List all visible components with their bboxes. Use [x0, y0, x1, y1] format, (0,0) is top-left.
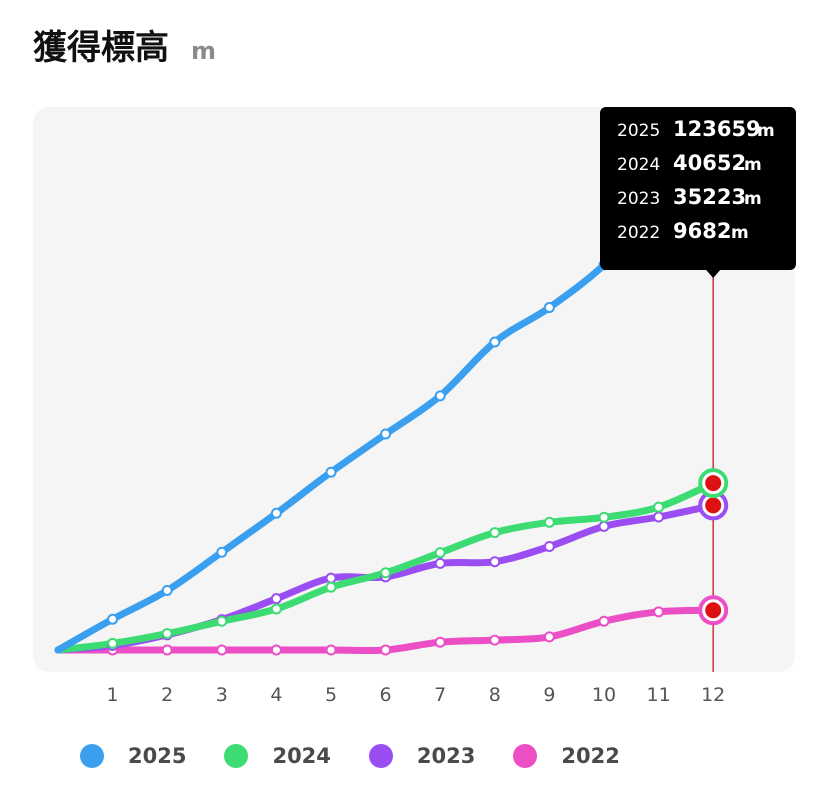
data-point-2024 — [325, 581, 337, 593]
data-point-2023 — [270, 593, 282, 605]
tooltip-value-2023: 35223 — [673, 185, 746, 209]
data-point-2023 — [434, 557, 446, 569]
legend-swatch-1 — [224, 744, 249, 768]
legend-label-3: 2022 — [561, 744, 620, 768]
legend-swatch-0 — [80, 744, 104, 768]
tooltip-value-2022: 9682 — [673, 219, 731, 243]
data-point-2022 — [543, 631, 555, 643]
data-point-2022 — [434, 636, 446, 648]
tooltip-year-2024: 2024 — [617, 155, 660, 175]
data-point-2024 — [598, 511, 610, 523]
tooltip-year-2022: 2022 — [617, 223, 660, 243]
data-point-2024 — [216, 615, 228, 627]
legend-swatch-3 — [513, 744, 538, 768]
tooltip-unit-2024: m — [744, 155, 762, 175]
data-point-2022 — [489, 634, 501, 646]
legend-label-2: 2023 — [416, 744, 476, 768]
legend-item-1[interactable]: 2024 — [224, 744, 331, 768]
tooltip-value-2024: 40652 — [673, 151, 746, 175]
legend-item-3[interactable]: 2022 — [513, 744, 620, 768]
data-point-2025 — [489, 336, 501, 348]
x-tick-label: 5 — [325, 684, 337, 706]
x-tick-label: 9 — [543, 684, 555, 706]
x-tick-label: 11 — [647, 684, 671, 706]
data-point-2025 — [434, 390, 446, 402]
chart-header: 獲得標高 m — [33, 20, 216, 69]
data-point-2025 — [216, 546, 228, 558]
data-point-2025 — [543, 302, 555, 314]
legend-label-0: 2025 — [128, 744, 187, 768]
tooltip-value-2025: 123659 — [673, 117, 761, 141]
data-point-2024 — [653, 501, 665, 513]
tooltip-pointer — [706, 270, 721, 278]
tooltip-unit-2022: m — [731, 223, 749, 243]
legend-label-1: 2024 — [272, 744, 331, 768]
data-point-2023 — [325, 572, 337, 584]
tooltip-year-2025: 2025 — [617, 121, 660, 141]
x-tick-label: 1 — [107, 684, 119, 706]
data-point-2025 — [107, 613, 119, 625]
tooltip-box — [600, 107, 796, 270]
data-point-2024 — [434, 547, 446, 559]
x-tick-label: 3 — [216, 684, 228, 706]
data-point-2025 — [325, 466, 337, 478]
x-tick-label: 8 — [489, 684, 501, 706]
tooltip-unit-2025: m — [757, 121, 775, 141]
data-point-2023 — [489, 556, 501, 568]
data-point-2024 — [489, 527, 501, 539]
data-point-2022 — [216, 644, 228, 656]
data-point-2022 — [161, 644, 173, 656]
data-point-2022 — [270, 644, 282, 656]
selected-point-2022 — [705, 602, 722, 619]
x-tick-label: 7 — [434, 684, 446, 706]
data-point-2023 — [543, 541, 555, 553]
data-point-2022 — [598, 615, 610, 627]
data-point-2025 — [161, 584, 173, 596]
x-tick-label: 6 — [380, 684, 392, 706]
data-point-2024 — [380, 567, 392, 579]
data-point-2023 — [598, 520, 610, 532]
data-point-2022 — [653, 606, 665, 618]
data-point-2024 — [543, 516, 555, 528]
x-tick-label: 4 — [270, 684, 282, 706]
tooltip-year-2023: 2023 — [617, 189, 660, 209]
data-point-2023 — [653, 511, 665, 523]
data-point-2024 — [270, 603, 282, 615]
data-point-2022 — [380, 644, 392, 656]
selected-point-2024 — [705, 475, 722, 492]
x-tick-label: 2 — [161, 684, 173, 706]
data-point-2025 — [380, 428, 392, 440]
legend-swatch-2 — [368, 744, 393, 768]
x-tick-label: 12 — [701, 684, 725, 706]
data-point-2024 — [107, 637, 119, 649]
legend-item-2[interactable]: 2023 — [368, 744, 476, 768]
legend-item-0[interactable]: 2025 — [80, 744, 186, 768]
tooltip-unit-2023: m — [744, 189, 762, 209]
chart-unit: m — [191, 37, 217, 65]
data-point-2022 — [325, 644, 337, 656]
data-point-2024 — [161, 628, 173, 640]
x-tick-label: 10 — [592, 684, 616, 706]
selected-point-2023 — [705, 497, 722, 514]
chart-title: 獲得標高 — [33, 28, 169, 68]
data-point-2025 — [270, 507, 282, 519]
legend: 2025 2024 2023 2022 — [80, 744, 620, 768]
